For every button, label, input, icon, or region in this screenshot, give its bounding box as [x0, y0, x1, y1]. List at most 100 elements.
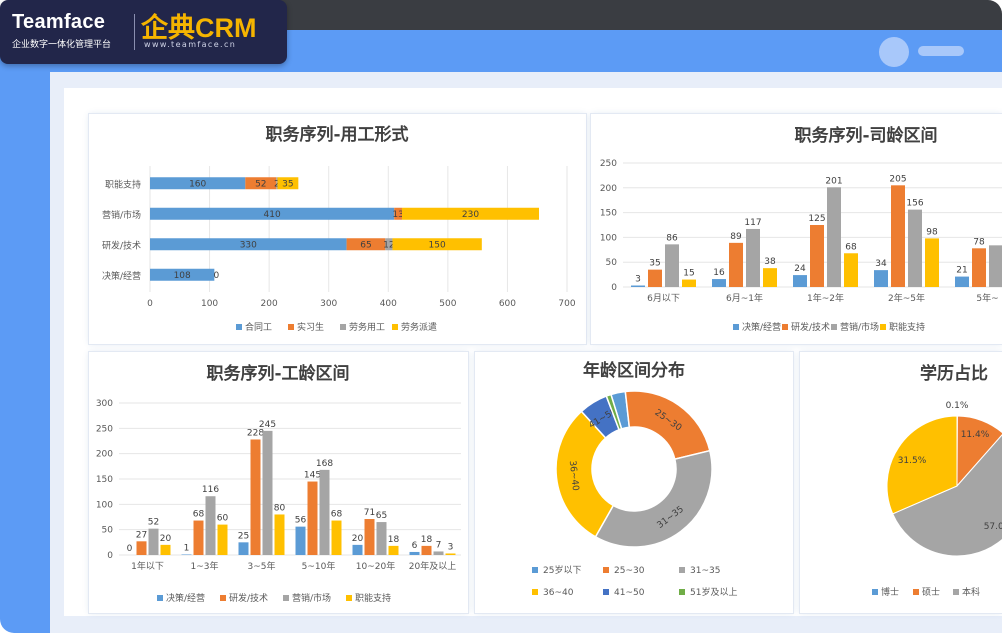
data-label: 68 — [845, 242, 857, 252]
bar — [181, 554, 192, 555]
logo-divider — [134, 14, 135, 50]
data-label: 68 — [331, 510, 343, 520]
slice-label: 31.5% — [898, 456, 927, 466]
data-label: 13 — [392, 210, 403, 220]
category-label: 20年及以上 — [409, 560, 456, 572]
bar — [433, 551, 444, 555]
y-tick-label: 0 — [611, 283, 617, 293]
bar — [307, 481, 318, 555]
data-label: 35 — [649, 259, 660, 269]
legend-swatch — [913, 589, 919, 595]
data-label: 150 — [429, 240, 446, 250]
bar — [376, 522, 387, 555]
data-label: 24 — [794, 264, 806, 274]
bar — [409, 551, 420, 555]
brand-tagline: 企业数字一体化管理平台 — [12, 40, 112, 50]
bar — [262, 430, 273, 555]
chart-title: 职务序列-工龄区间 — [206, 363, 349, 384]
x-tick-label: 100 — [201, 299, 218, 309]
chart-title: 年龄区间分布 — [583, 360, 685, 381]
legend-swatch — [532, 567, 538, 573]
data-label: 27 — [136, 530, 147, 540]
bar — [972, 248, 986, 287]
legend-label: 营销/市场 — [292, 592, 331, 604]
brand-url: www.teamface.cn — [144, 40, 237, 49]
legend-label: 36~40 — [543, 588, 574, 598]
bar-segment — [150, 268, 215, 281]
data-label: 228 — [247, 428, 264, 438]
brand-logo[interactable]: Teamface 企业数字一体化管理平台 企典CRM www.teamface.… — [0, 0, 287, 64]
category-label: 6月以下 — [647, 293, 680, 304]
x-tick-label: 700 — [558, 299, 575, 309]
data-label: 3 — [635, 275, 641, 285]
legend-swatch — [392, 324, 398, 330]
legend-swatch — [953, 589, 959, 595]
bar — [729, 242, 743, 287]
donut-slice — [555, 410, 615, 538]
category-label: 1~3年 — [191, 560, 219, 572]
legend-label: 本科 — [962, 586, 980, 598]
category-label: 决策/经营 — [102, 270, 141, 282]
y-tick-label: 250 — [96, 424, 113, 434]
bar-segment — [392, 238, 482, 251]
data-label: 15 — [683, 269, 694, 279]
chart-panel-age: 年龄区间分布 25~30 31~35 36~40 41~50 25岁以下 25~30 31~3… — [475, 352, 793, 613]
bar-segment — [276, 177, 278, 190]
bar — [205, 496, 216, 555]
pie-slice — [892, 434, 1002, 557]
legend-swatch — [220, 595, 226, 601]
y-tick-label: 50 — [102, 526, 114, 536]
donut-slice — [605, 393, 623, 431]
brand-name: Teamface — [12, 11, 106, 33]
y-tick-label: 250 — [600, 159, 617, 169]
category-label: 5~10年 — [302, 560, 336, 572]
legend-label: 25~30 — [614, 566, 645, 576]
legend-swatch — [346, 595, 352, 601]
y-tick-label: 150 — [600, 209, 617, 219]
data-label: 6 — [412, 541, 418, 551]
bar — [793, 275, 807, 287]
chart-title: 职务序列-司龄区间 — [794, 125, 937, 146]
bar-segment — [346, 238, 386, 251]
data-label: 125 — [808, 214, 825, 224]
legend-label: 31~35 — [690, 566, 720, 576]
bar-segment — [401, 207, 540, 220]
category-label: 营销/市场 — [102, 209, 141, 221]
slice-label: 0.1% — [946, 401, 969, 411]
data-label: 21 — [956, 266, 967, 276]
legend-label: 决策/经营 — [742, 321, 781, 333]
category-label: 2年~5年 — [888, 292, 925, 304]
bar — [445, 553, 456, 555]
slice-label: 36~40 — [567, 460, 580, 492]
user-avatar[interactable] — [879, 37, 909, 67]
legend-label: 研发/技术 — [791, 321, 830, 333]
y-tick-label: 150 — [96, 475, 113, 485]
bar — [319, 469, 330, 555]
data-label: 16 — [713, 268, 725, 278]
data-label: 160 — [189, 179, 206, 189]
y-tick-label: 200 — [96, 450, 113, 460]
user-name-placeholder[interactable] — [918, 46, 964, 56]
data-label: 205 — [889, 174, 906, 184]
bar-segment — [150, 207, 395, 220]
bar — [891, 185, 905, 287]
bar — [388, 545, 399, 555]
legend-swatch — [532, 589, 538, 595]
data-label: 52 — [148, 518, 159, 528]
data-label: 80 — [274, 503, 286, 513]
bar — [148, 528, 159, 555]
legend-swatch — [157, 595, 163, 601]
chart-tenure: 职务序列-司龄区间 0 50 100 150 200 250 6月以下 3 35 86 15 6月~1年… — [600, 125, 1002, 333]
x-tick-label: 300 — [320, 299, 337, 309]
legend-label: 实习生 — [297, 321, 324, 333]
legend-swatch — [679, 589, 685, 595]
x-tick-label: 200 — [261, 299, 278, 309]
data-label: 145 — [304, 471, 321, 481]
bar — [989, 245, 1002, 287]
data-label: 60 — [217, 514, 229, 524]
data-label: 0 — [127, 544, 133, 554]
bar — [364, 519, 375, 555]
legend-label: 职能支持 — [355, 592, 391, 604]
legend-label: 劳务用工 — [349, 321, 385, 333]
